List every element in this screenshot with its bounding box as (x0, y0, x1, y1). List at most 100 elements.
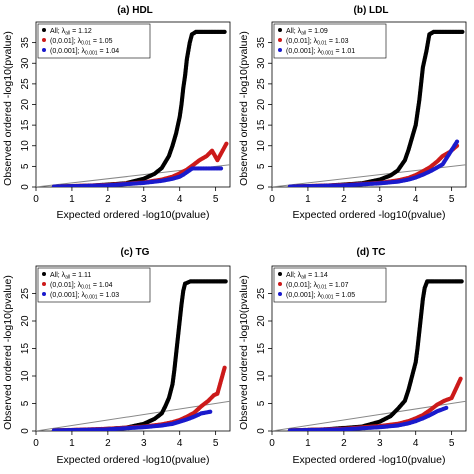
y-tick-label: 35 (256, 37, 267, 49)
series-3 (287, 139, 460, 187)
y-tick-label: 20 (20, 315, 31, 327)
series-3 (51, 409, 213, 431)
panel-1: (a) HDL 0 1 2 3 4 5 0 5 10 15 20 25 30 35 Expected orde… (2, 5, 231, 221)
x-axis-label: Expected ordered -log10(pvalue) (293, 454, 446, 466)
data-point (222, 365, 227, 370)
legend-marker (278, 48, 282, 52)
x-tick-label: 3 (141, 438, 147, 449)
plot-area (36, 279, 230, 431)
legend-marker (42, 282, 46, 286)
y-axis-label: Observed ordered -log10(pvalue) (238, 275, 250, 430)
data-point (459, 279, 464, 284)
x-tick-label: 0 (269, 194, 275, 205)
y-tick-label: 5 (256, 400, 267, 406)
y-tick-label: 5 (20, 163, 31, 169)
y-tick-label: 25 (256, 288, 267, 300)
y-tick-label: 0 (256, 184, 267, 190)
x-tick-label: 0 (33, 438, 39, 449)
x-tick-label: 1 (305, 438, 311, 449)
y-tick-label: 20 (256, 315, 267, 327)
x-axis-label: Expected ordered -log10(pvalue) (57, 454, 210, 466)
legend-marker (42, 48, 46, 52)
y-tick-label: 25 (20, 288, 31, 300)
legend-box (37, 23, 151, 59)
x-tick-label: 2 (341, 194, 347, 205)
y-tick-label: 25 (20, 78, 31, 90)
x-tick-label: 2 (341, 438, 347, 449)
legend: All; λall = 1.11(0,0.01]; λ0.01 = 1.04(0… (37, 267, 151, 303)
plot-area (272, 279, 466, 431)
legend-entry: All; λall = 1.12 (50, 28, 92, 37)
y-tick-label: 5 (20, 400, 31, 406)
y-tick-label: 10 (20, 140, 31, 152)
legend: All; λall = 1.12(0,0.01]; λ0.01 = 1.05(0… (37, 23, 151, 59)
panel-title: (c) TG (121, 247, 150, 258)
x-tick-label: 4 (413, 194, 419, 205)
data-point (454, 139, 460, 144)
y-tick-label: 0 (256, 428, 267, 434)
reference-line (36, 400, 230, 431)
panel-2: (b) LDL 0 1 2 3 4 5 0 5 10 15 20 25 30 35 Expected orde… (238, 5, 467, 221)
y-axis-label: Observed ordered -log10(pvalue) (2, 31, 14, 186)
x-tick-label: 3 (377, 194, 383, 205)
panel-title: (b) LDL (354, 5, 389, 16)
legend-entry: All; λall = 1.14 (286, 272, 328, 281)
x-tick-label: 2 (105, 438, 111, 449)
data-point (224, 141, 229, 146)
x-tick-label: 5 (449, 194, 455, 205)
legend-box (273, 267, 387, 303)
series-1 (287, 29, 465, 187)
legend-entry: (0,0.001]; λ0.001 = 1.01 (286, 48, 355, 57)
x-tick-label: 1 (69, 194, 75, 205)
legend-box (37, 267, 151, 303)
legend-marker (42, 272, 46, 276)
data-point (458, 376, 463, 381)
y-tick-label: 15 (20, 343, 31, 355)
legend-entry: (0,0.01]; λ0.01 = 1.05 (50, 38, 113, 47)
plot-area (36, 29, 230, 187)
legend: All; λall = 1.14(0,0.01]; λ0.01 = 1.07(0… (273, 267, 387, 303)
x-tick-label: 3 (377, 438, 383, 449)
x-tick-label: 5 (213, 194, 219, 205)
data-point (222, 29, 227, 34)
y-tick-label: 20 (20, 99, 31, 111)
legend-entry: (0,0.001]; λ0.001 = 1.05 (286, 292, 355, 301)
panel-title: (a) HDL (117, 5, 153, 16)
x-tick-label: 2 (105, 194, 111, 205)
legend-marker (278, 272, 282, 276)
legend-entry: (0,0.01]; λ0.01 = 1.03 (286, 38, 349, 47)
y-axis-label: Observed ordered -log10(pvalue) (238, 31, 250, 186)
y-tick-label: 10 (256, 370, 267, 382)
x-tick-label: 5 (449, 438, 455, 449)
y-tick-label: 5 (256, 163, 267, 169)
y-tick-label: 30 (256, 57, 267, 69)
y-tick-label: 0 (20, 184, 31, 190)
x-tick-label: 0 (269, 438, 275, 449)
legend-marker (278, 38, 282, 42)
x-tick-label: 0 (33, 194, 39, 205)
series-3 (51, 166, 224, 187)
plot-area (272, 29, 466, 187)
legend-marker (42, 38, 46, 42)
series-3 (287, 405, 449, 431)
y-tick-label: 10 (256, 140, 267, 152)
legend-entry: All; λall = 1.11 (50, 272, 91, 281)
y-tick-label: 15 (20, 119, 31, 131)
legend-marker (42, 292, 46, 296)
y-tick-label: 0 (20, 428, 31, 434)
legend-marker (278, 282, 282, 286)
legend-entry: (0,0.01]; λ0.01 = 1.04 (50, 282, 113, 291)
y-tick-label: 15 (256, 119, 267, 131)
data-point (208, 409, 213, 414)
data-point (460, 29, 465, 34)
x-axis-label: Expected ordered -log10(pvalue) (57, 209, 210, 221)
x-tick-label: 1 (305, 194, 311, 205)
y-tick-label: 25 (256, 78, 267, 90)
data-point (218, 166, 224, 171)
x-tick-label: 1 (69, 438, 75, 449)
legend-entry: (0,0.01]; λ0.01 = 1.07 (286, 282, 349, 291)
legend-marker (278, 28, 282, 32)
y-tick-label: 30 (20, 57, 31, 69)
y-axis-label: Observed ordered -log10(pvalue) (2, 275, 14, 430)
